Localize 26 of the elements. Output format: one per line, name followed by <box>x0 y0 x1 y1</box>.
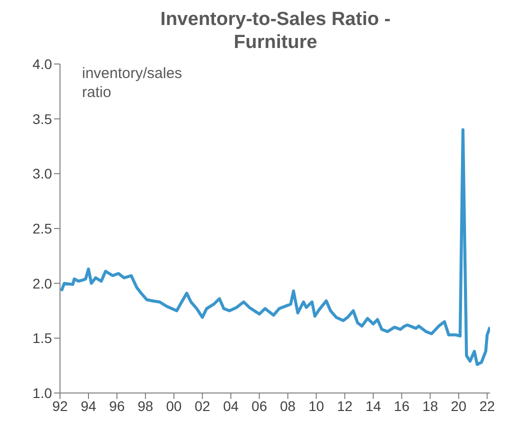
y-tick-label: 3.0 <box>32 166 52 182</box>
x-tick-label: 92 <box>52 398 68 414</box>
y-tick-label: 1.0 <box>32 384 52 401</box>
y-axis-title: inventory/sales ratio <box>82 64 184 102</box>
x-tick-label: 16 <box>394 398 410 414</box>
x-tick-label: 10 <box>308 398 324 414</box>
x-tick-label: 04 <box>223 398 239 414</box>
chart-title: Inventory-to-Sales Ratio - Furniture <box>159 8 392 54</box>
y-tick-label: 3.5 <box>32 110 52 127</box>
x-tick-label: 22 <box>479 398 496 414</box>
x-tick-label: 18 <box>422 398 438 414</box>
x-tick-label: 06 <box>252 398 268 414</box>
y-tick-label: 1.5 <box>32 330 52 346</box>
x-tick-label: 98 <box>138 398 154 414</box>
x-tick-label: 08 <box>280 398 296 414</box>
x-tick-label: 00 <box>166 398 182 414</box>
x-tick-label: 20 <box>450 398 467 414</box>
x-tick-label: 96 <box>109 398 125 414</box>
x-tick-label: 02 <box>194 398 210 414</box>
x-tick-label: 94 <box>80 398 96 414</box>
line-series <box>60 128 490 366</box>
y-tick-label: 2.5 <box>32 220 52 236</box>
x-tick-label: 12 <box>336 398 353 414</box>
x-tick-label: 14 <box>365 398 382 414</box>
y-tick-label: 2.0 <box>32 275 52 292</box>
y-tick-label: 4.0 <box>32 56 52 72</box>
